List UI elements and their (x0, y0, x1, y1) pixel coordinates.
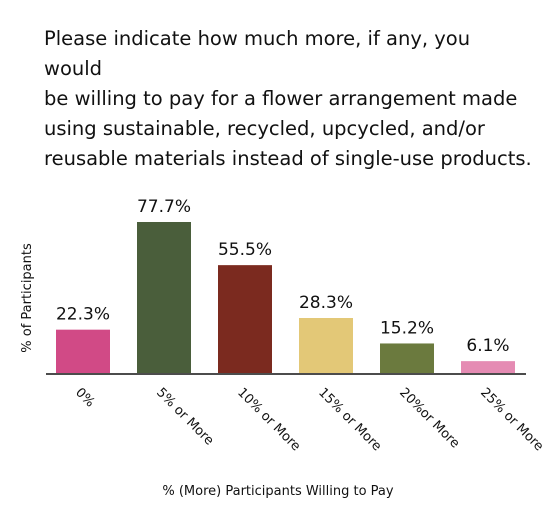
y-axis-label: % of Participants (20, 243, 35, 353)
tick-label-5: 25% or More (477, 385, 546, 454)
value-label-2: 55.5% (218, 240, 272, 260)
x-axis-label: % (More) Participants Willing to Pay (162, 484, 394, 499)
value-label-4: 15.2% (380, 318, 434, 338)
bars-group (56, 222, 515, 373)
tick-label-2: 10% or More (234, 385, 303, 454)
value-label-3: 28.3% (299, 293, 353, 313)
bar-2 (218, 265, 272, 373)
tick-label-3: 15% or More (315, 385, 384, 454)
value-label-5: 6.1% (466, 336, 509, 356)
value-label-0: 22.3% (56, 305, 110, 325)
bar-4 (380, 343, 434, 373)
bar-3 (299, 318, 353, 373)
tick-labels-group: 0% 5% or More 10% or More 15% or More 20%or … (72, 385, 546, 454)
tick-label-0: 0% (72, 385, 97, 410)
tick-label-4: 20%or More (396, 385, 462, 451)
bar-0 (56, 329, 110, 373)
value-labels-group: 22.3% 77.7% 55.5% 28.3% 15.2% 6.1% (56, 197, 510, 356)
bar-5 (461, 361, 515, 373)
chart-title: Please indicate how much more, if any, y… (44, 27, 532, 170)
tick-label-1: 5% or More (153, 385, 216, 448)
bar-1 (137, 222, 191, 373)
value-label-1: 77.7% (137, 197, 191, 217)
